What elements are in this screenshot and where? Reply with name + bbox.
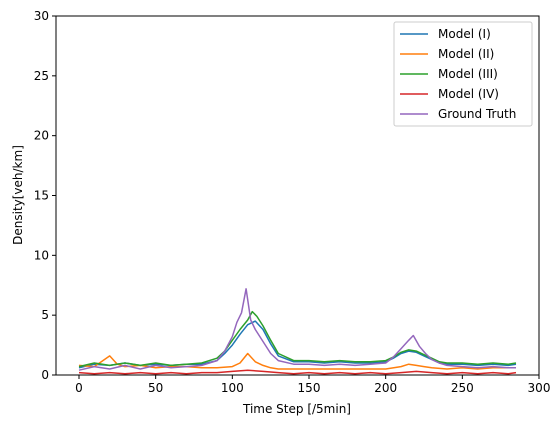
series-line-ground-truth (78, 288, 516, 371)
y-tick-label: 10 (34, 248, 49, 262)
series-line-model-iii (78, 310, 517, 368)
series-layer (78, 288, 517, 375)
y-tick-label: 15 (34, 189, 49, 203)
x-tick-label: 150 (298, 381, 321, 395)
y-tick-label: 20 (34, 129, 49, 143)
legend-label: Model (IV) (438, 87, 499, 101)
legend-label: Model (II) (438, 47, 494, 61)
y-tick-label: 0 (41, 368, 49, 382)
legend-label: Model (III) (438, 67, 498, 81)
x-axis-title: Time Step [/5min] (242, 402, 351, 416)
y-tick-label: 5 (41, 308, 49, 322)
y-axis-title: Density[veh/km] (11, 145, 25, 245)
x-tick-label: 50 (148, 381, 163, 395)
series-line-model-iv (78, 369, 517, 375)
legend-label: Model (I) (438, 27, 491, 41)
y-tick-label: 25 (34, 69, 49, 83)
x-axis: 0 50 100 150 200 250 300 (75, 375, 550, 395)
y-axis: 0 5 10 15 20 25 30 (34, 9, 56, 382)
legend-box (393, 21, 533, 127)
legend-label: Ground Truth (438, 107, 516, 121)
x-tick-label: 250 (451, 381, 474, 395)
x-tick-label: 0 (75, 381, 83, 395)
legend: Model (I) Model (II) Model (III) Model (IV)… (393, 21, 533, 127)
x-tick-label: 300 (528, 381, 551, 395)
y-tick-label: 30 (34, 9, 49, 23)
x-tick-label: 100 (221, 381, 244, 395)
x-tick-label: 200 (374, 381, 397, 395)
series-line-model-ii (78, 352, 516, 370)
